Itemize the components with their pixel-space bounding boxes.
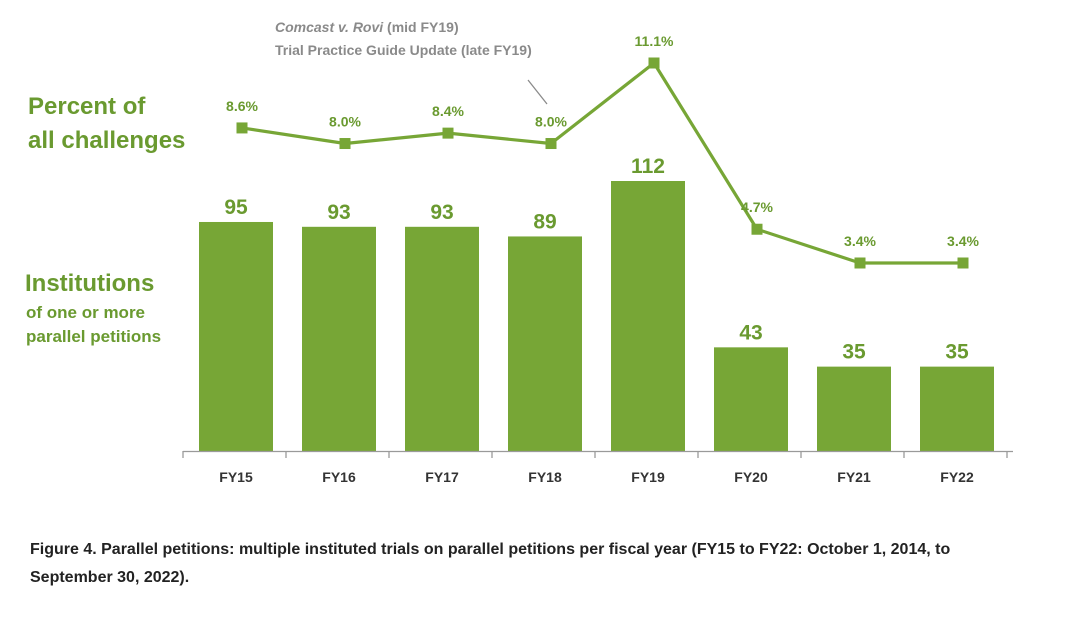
percent-label-FY15: 8.6% — [226, 98, 258, 114]
bar-value-label-FY19: 112 — [631, 155, 665, 178]
x-axis: FY15 FY16 FY17 FY18 FY19 FY20 FY21 FY22 — [182, 450, 1013, 485]
x-tick-label-FY19: FY19 — [631, 469, 665, 485]
x-tick-label-FY16: FY16 — [322, 469, 356, 485]
bar-FY17 — [405, 226, 479, 451]
bar-value-label-FY17: 93 — [430, 201, 453, 224]
bar-FY16 — [302, 226, 376, 451]
percent-label-FY18: 8.0% — [535, 114, 567, 130]
line-series: 8.6% 8.0% 8.4% 8.0% 11.1% 4.7% 3.4% 3.4% — [226, 33, 980, 269]
line-series-title-line1: Percent of — [28, 93, 146, 120]
x-tick-label-FY22: FY22 — [940, 469, 974, 485]
bar-value-label-FY15: 95 — [224, 196, 248, 219]
bar-FY19 — [611, 181, 685, 451]
percent-label-FY21: 3.4% — [844, 233, 876, 249]
caption-line1: Figure 4. Parallel petitions: multiple i… — [30, 541, 951, 558]
bar-series-subtitle-line1: of one or more — [26, 303, 145, 322]
annotation-line1: Comcast v. Rovi (mid FY19) — [275, 19, 459, 35]
x-tick-label-FY15: FY15 — [219, 469, 253, 485]
bar-FY22 — [920, 366, 994, 451]
percent-marker-FY17 — [442, 127, 454, 139]
bar-series: 95 93 93 89 112 43 35 35 — [199, 155, 994, 451]
bar-value-label-FY18: 89 — [533, 210, 556, 233]
bar-series-subtitle-line2: parallel petitions — [26, 327, 161, 346]
percent-marker-FY21 — [854, 257, 866, 269]
bar-FY20 — [714, 347, 788, 451]
percent-marker-FY16 — [339, 138, 351, 150]
percent-label-FY22: 3.4% — [947, 233, 979, 249]
percent-marker-FY15 — [236, 122, 248, 134]
annotation-case-name: Comcast v. Rovi — [275, 19, 384, 35]
bar-value-label-FY20: 43 — [739, 321, 762, 344]
percent-marker-FY18 — [545, 138, 557, 150]
x-tick-label-FY20: FY20 — [734, 469, 768, 485]
x-tick-label-FY21: FY21 — [837, 469, 871, 485]
percent-line — [241, 61, 963, 265]
percent-label-FY17: 8.4% — [432, 103, 464, 119]
x-tick-label-FY18: FY18 — [528, 469, 562, 485]
percent-marker-FY20 — [751, 223, 763, 235]
x-tick-label-FY17: FY17 — [425, 469, 459, 485]
annotation-case-date: (mid FY19) — [383, 19, 458, 35]
annotation-leader-line — [527, 79, 548, 105]
line-series-title-line2: all challenges — [28, 127, 185, 154]
bar-FY15 — [199, 221, 273, 451]
bar-FY18 — [508, 236, 582, 451]
percent-label-FY20: 4.7% — [741, 199, 773, 215]
bar-FY21 — [817, 366, 891, 451]
percent-marker-FY22 — [957, 257, 969, 269]
percent-marker-FY19 — [648, 57, 660, 69]
bar-value-label-FY16: 93 — [327, 201, 350, 224]
bar-value-label-FY21: 35 — [842, 341, 866, 364]
bar-value-label-FY22: 35 — [945, 341, 969, 364]
bar-series-title: Institutions — [25, 270, 154, 297]
parallel-petitions-chart: Percent of all challenges Institutions o… — [25, 19, 1013, 485]
figure-caption: Figure 4. Parallel petitions: multiple i… — [30, 536, 1060, 592]
percent-label-FY16: 8.0% — [329, 114, 361, 130]
annotation-line2: Trial Practice Guide Update (late FY19) — [275, 42, 532, 58]
percent-label-FY19: 11.1% — [635, 33, 674, 49]
caption-line2: September 30, 2022). — [30, 569, 190, 586]
